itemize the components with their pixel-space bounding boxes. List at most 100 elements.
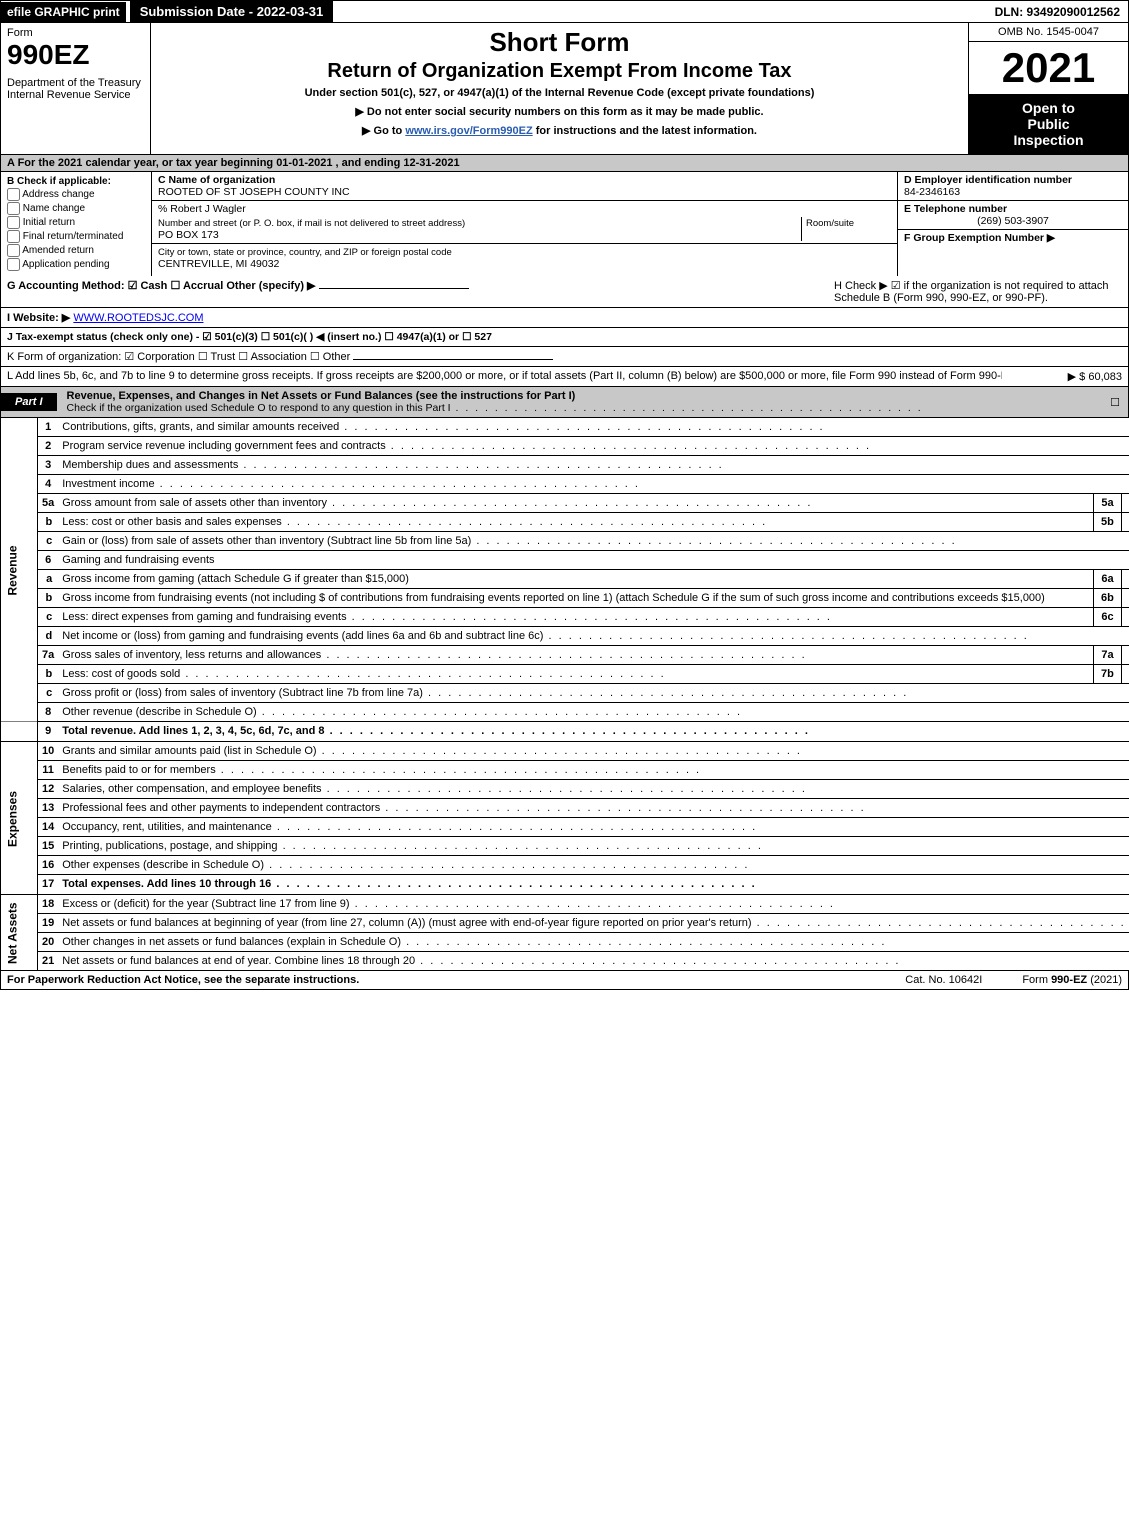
opt-name-change: Name change (23, 203, 85, 214)
street: PO BOX 173 (158, 229, 219, 241)
l19-desc: Net assets or fund balances at beginning… (58, 914, 1129, 933)
section-a: A For the 2021 calendar year, or tax yea… (0, 155, 1129, 172)
accounting-method: G Accounting Method: ☑ Cash ☐ Accrual Ot… (7, 280, 316, 292)
footer-form-num: 990-EZ (1051, 974, 1087, 986)
care-of: % Robert J Wagler (158, 203, 246, 215)
label-tel: E Telephone number (904, 203, 1007, 215)
l15-desc: Printing, publications, postage, and shi… (58, 837, 1129, 856)
form-number: 990EZ (7, 39, 144, 71)
l7a-mini-no: 7a (1093, 646, 1121, 665)
label-ein: D Employer identification number (904, 174, 1072, 186)
part-i-header: Part I Revenue, Expenses, and Changes in… (0, 387, 1129, 418)
org-name: ROOTED OF ST JOSEPH COUNTY INC (158, 186, 350, 198)
chk-final-return[interactable]: Final return/terminated (7, 230, 145, 243)
chk-address-change[interactable]: Address change (7, 188, 145, 201)
l7b-no: b (38, 665, 59, 684)
form-header: Form 990EZ Department of the Treasury In… (0, 23, 1129, 155)
l3-no: 3 (38, 456, 59, 475)
part-i-tag: Part I (1, 393, 57, 411)
footer: For Paperwork Reduction Act Notice, see … (0, 971, 1129, 990)
section-k: K Form of organization: ☑ Corporation ☐ … (0, 347, 1129, 367)
l13-desc: Professional fees and other payments to … (58, 799, 1129, 818)
chk-name-change[interactable]: Name change (7, 202, 145, 215)
l5b-no: b (38, 513, 59, 532)
l5c-desc: Gain or (loss) from sale of assets other… (58, 532, 1129, 551)
chk-application-pending[interactable]: Application pending (7, 258, 145, 271)
expenses-label: Expenses (1, 742, 38, 895)
l6b-no: b (38, 589, 59, 608)
city: CENTREVILLE, MI 49032 (158, 258, 279, 270)
section-l-amount: ▶ $ 60,083 (1002, 370, 1122, 383)
l14-no: 14 (38, 818, 59, 837)
topbar: efile GRAPHIC print Submission Date - 20… (0, 0, 1129, 23)
l6a-mini-no: 6a (1093, 570, 1121, 589)
opt-application-pending: Application pending (22, 259, 109, 270)
l12-desc: Salaries, other compensation, and employ… (58, 780, 1129, 799)
l6c-no: c (38, 608, 59, 627)
tel-cell: E Telephone number (269) 503-3907 (898, 201, 1128, 230)
section-h: H Check ▶ ☑ if the organization is not r… (828, 276, 1128, 307)
revenue-label: Revenue (1, 418, 38, 722)
header-right: OMB No. 1545-0047 2021 Open to Public In… (968, 23, 1128, 154)
irs-link[interactable]: www.irs.gov/Form990EZ (405, 125, 532, 137)
part-i-title: Revenue, Expenses, and Changes in Net As… (67, 387, 923, 417)
l6b-mini-amt (1121, 589, 1129, 608)
l7a-desc: Gross sales of inventory, less returns a… (58, 646, 1093, 665)
part-i-title-text: Revenue, Expenses, and Changes in Net As… (67, 390, 576, 402)
inspection-line2: Public (1027, 116, 1069, 132)
city-cell: City or town, state or province, country… (152, 244, 897, 272)
ein-cell: D Employer identification number 84-2346… (898, 172, 1128, 201)
goto-pre: ▶ Go to (362, 125, 405, 137)
tax-year: 2021 (969, 42, 1128, 94)
l20-no: 20 (38, 933, 59, 952)
l8-no: 8 (38, 703, 59, 722)
inspection-line3: Inspection (1013, 132, 1083, 148)
l7b-mini-amt (1121, 665, 1129, 684)
l6b-desc: Gross income from fundraising events (no… (58, 589, 1093, 608)
l5a-no: 5a (38, 494, 59, 513)
footer-form-year: (2021) (1087, 974, 1122, 986)
form-of-org: K Form of organization: ☑ Corporation ☐ … (7, 351, 350, 363)
part-i-checkbox[interactable]: ☐ (1110, 396, 1128, 409)
l11-no: 11 (38, 761, 59, 780)
tel: (269) 503-3907 (904, 215, 1122, 227)
chk-initial-return[interactable]: Initial return (7, 216, 145, 229)
header-center: Short Form Return of Organization Exempt… (151, 23, 968, 154)
website-link[interactable]: WWW.ROOTEDSJC.COM (73, 312, 203, 324)
org-name-cell: C Name of organization ROOTED OF ST JOSE… (152, 172, 897, 201)
section-b-label: B Check if applicable: (7, 176, 145, 187)
l15-no: 15 (38, 837, 59, 856)
l6a-no: a (38, 570, 59, 589)
l3-desc: Membership dues and assessments (58, 456, 1129, 475)
l5a-mini-no: 5a (1093, 494, 1121, 513)
part-i-subtitle: Check if the organization used Schedule … (67, 402, 923, 414)
goto-post: for instructions and the latest informat… (533, 125, 757, 137)
l6-desc: Gaming and fundraising events (58, 551, 1129, 570)
l6a-mini-amt (1121, 570, 1129, 589)
section-gh: G Accounting Method: ☑ Cash ☐ Accrual Ot… (0, 276, 1129, 308)
l5c-no: c (38, 532, 59, 551)
inspection-line1: Open to (1022, 100, 1075, 116)
l7c-desc: Gross profit or (loss) from sales of inv… (58, 684, 1129, 703)
l8-desc: Other revenue (describe in Schedule O) (58, 703, 1129, 722)
info-block: B Check if applicable: Address change Na… (0, 172, 1129, 276)
l18-no: 18 (38, 895, 59, 914)
footer-left: For Paperwork Reduction Act Notice, see … (7, 974, 359, 986)
l6b-mini-no: 6b (1093, 589, 1121, 608)
part-i-subtitle-text: Check if the organization used Schedule … (67, 402, 923, 414)
dept-treasury: Department of the Treasury (7, 77, 144, 89)
l6c-mini-amt (1121, 608, 1129, 627)
subtitle: Under section 501(c), 527, or 4947(a)(1)… (159, 87, 960, 99)
opt-initial-return: Initial return (23, 217, 75, 228)
section-l-text: L Add lines 5b, 6c, and 7b to line 9 to … (7, 370, 1002, 383)
chk-amended-return[interactable]: Amended return (7, 244, 145, 257)
care-of-cell: % Robert J Wagler (152, 201, 897, 215)
section-g: G Accounting Method: ☑ Cash ☐ Accrual Ot… (1, 276, 828, 307)
label-org-name: C Name of organization (158, 174, 275, 186)
open-public-inspection: Open to Public Inspection (969, 94, 1128, 154)
l6d-no: d (38, 627, 59, 646)
footer-form-word: Form (1022, 974, 1051, 986)
l5a-desc: Gross amount from sale of assets other t… (58, 494, 1093, 513)
l1-desc: Contributions, gifts, grants, and simila… (58, 418, 1129, 437)
l4-desc: Investment income (58, 475, 1129, 494)
